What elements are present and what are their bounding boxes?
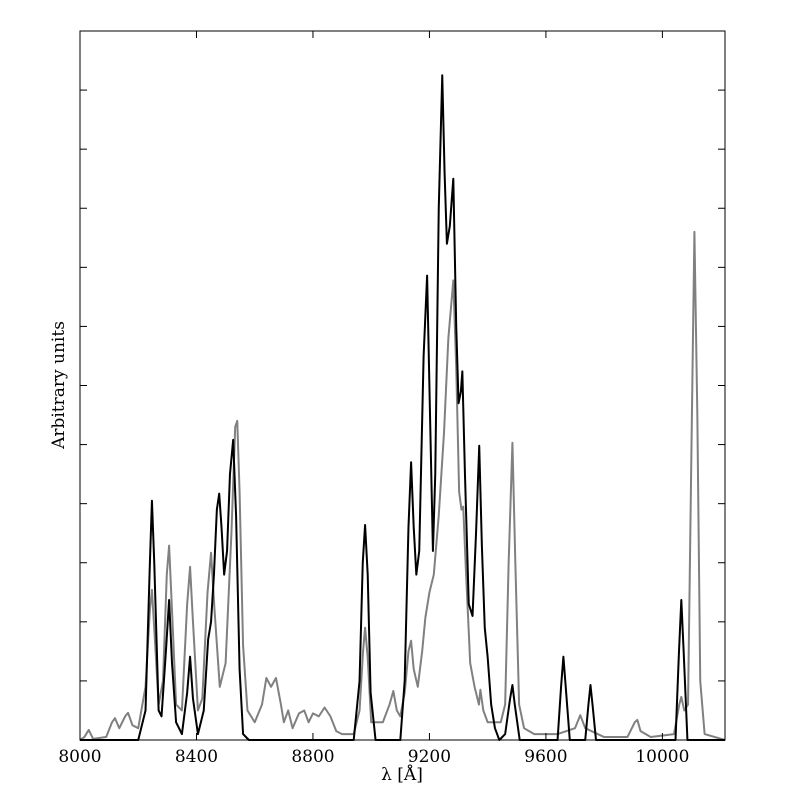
series-line bbox=[80, 74, 725, 741]
x-tick-label: 8800 bbox=[291, 747, 334, 767]
x-tick-label: 9600 bbox=[524, 747, 567, 767]
x-tick-label: 8400 bbox=[175, 747, 218, 767]
x-axis-label: λ [Å] bbox=[381, 764, 423, 785]
series-line bbox=[79, 230, 726, 741]
plot-area bbox=[79, 74, 726, 741]
plot-frame bbox=[79, 30, 726, 741]
y-axis-label: Arbitrary units bbox=[49, 321, 69, 450]
x-tick-label: 9200 bbox=[408, 747, 451, 767]
x-tick-label: 10000 bbox=[635, 747, 689, 767]
x-tick-label: 8000 bbox=[58, 747, 101, 767]
